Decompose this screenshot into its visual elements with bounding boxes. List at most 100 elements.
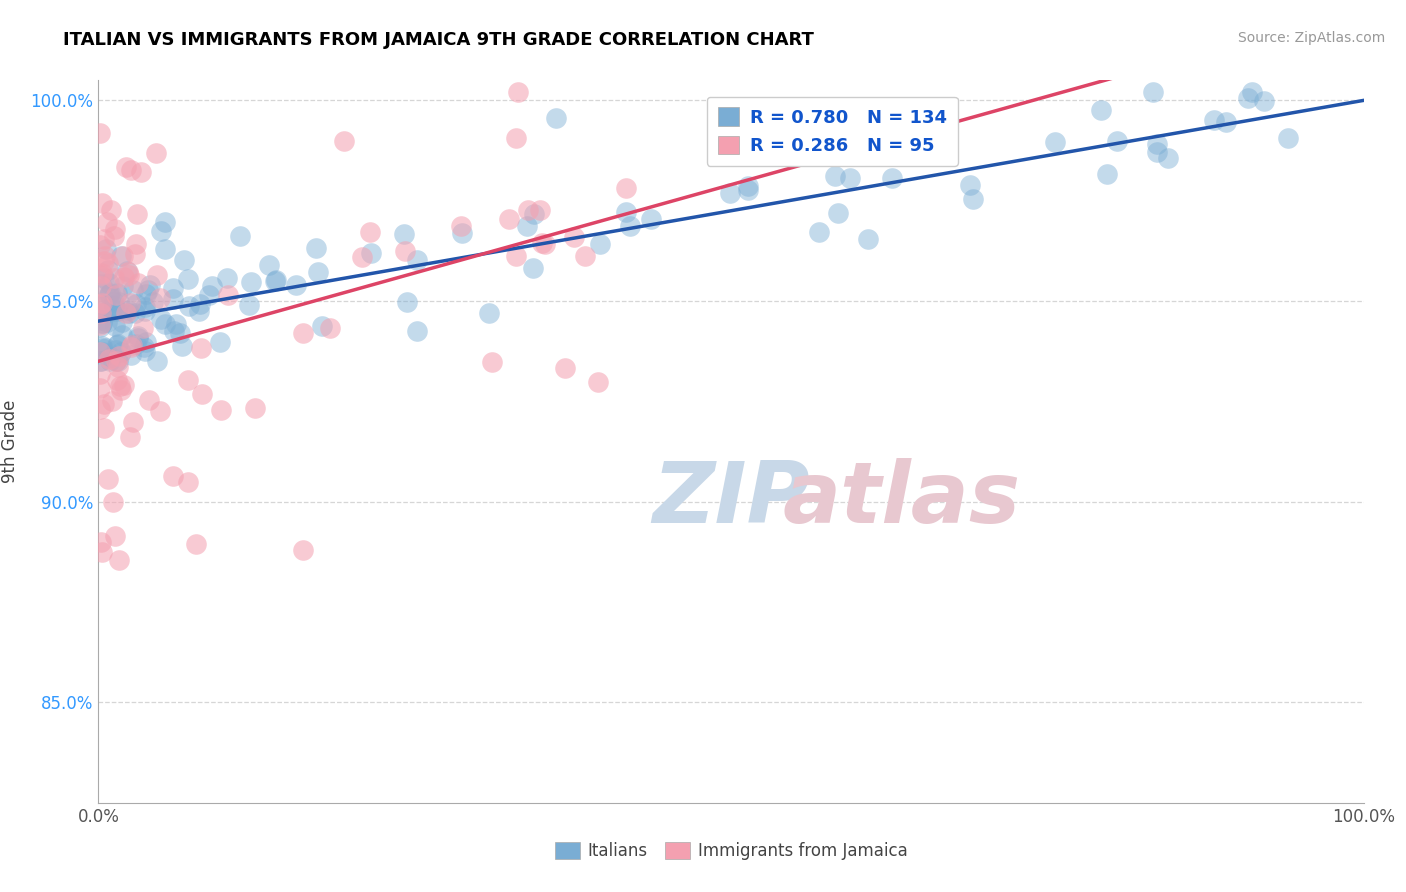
Point xyxy=(90,354,112,368)
Point xyxy=(209,403,232,417)
Point xyxy=(725,134,748,148)
Point xyxy=(839,171,862,186)
Point xyxy=(118,430,141,444)
Point xyxy=(91,341,114,355)
Point xyxy=(959,178,981,192)
Point xyxy=(97,288,120,302)
Point xyxy=(89,126,111,140)
Point xyxy=(89,238,111,252)
Point xyxy=(89,320,111,334)
Point xyxy=(640,211,662,226)
Point xyxy=(291,543,314,558)
Point xyxy=(114,160,136,174)
Point xyxy=(94,243,117,257)
Point xyxy=(89,345,111,359)
Point xyxy=(91,266,114,280)
Point xyxy=(120,162,142,177)
Point xyxy=(134,344,156,359)
Point xyxy=(516,219,538,233)
Point xyxy=(1142,86,1164,100)
Point xyxy=(173,252,195,267)
Y-axis label: 9th Grade: 9th Grade xyxy=(1,400,20,483)
Point xyxy=(103,229,125,244)
Point xyxy=(1107,135,1129,149)
Point xyxy=(97,305,120,319)
Point xyxy=(505,131,527,145)
Point xyxy=(190,342,212,356)
Point xyxy=(138,392,160,407)
Point xyxy=(97,276,120,290)
Point xyxy=(105,373,128,387)
Point xyxy=(134,304,156,318)
Point xyxy=(505,248,527,262)
Point xyxy=(1090,103,1112,117)
Point xyxy=(307,265,329,279)
Point xyxy=(522,261,544,276)
Point xyxy=(139,277,162,292)
Point xyxy=(359,225,381,239)
Point xyxy=(614,205,637,219)
Point xyxy=(162,281,184,295)
Point xyxy=(186,536,208,550)
Legend: Italians, Immigrants from Jamaica: Italians, Immigrants from Jamaica xyxy=(548,835,914,867)
Point xyxy=(103,495,125,509)
Point xyxy=(304,242,326,256)
Point xyxy=(619,219,641,234)
Point xyxy=(93,232,115,246)
Point xyxy=(406,324,429,338)
Point xyxy=(93,421,115,435)
Point xyxy=(89,318,111,332)
Point xyxy=(125,236,148,251)
Point xyxy=(450,227,472,241)
Point xyxy=(238,298,260,312)
Point xyxy=(124,246,146,260)
Point xyxy=(614,181,637,195)
Point xyxy=(118,268,141,283)
Point xyxy=(239,275,262,289)
Point xyxy=(149,224,172,238)
Point xyxy=(554,361,576,376)
Point xyxy=(121,415,143,429)
Point xyxy=(134,301,156,315)
Point xyxy=(737,183,759,197)
Point xyxy=(169,326,191,340)
Point xyxy=(129,165,152,179)
Point xyxy=(110,328,132,343)
Point xyxy=(107,337,129,351)
Point xyxy=(100,350,122,364)
Point xyxy=(107,295,129,310)
Point xyxy=(94,342,117,356)
Point xyxy=(125,207,148,221)
Point xyxy=(105,285,128,300)
Point xyxy=(534,236,557,251)
Point xyxy=(90,306,112,320)
Point xyxy=(89,401,111,416)
Point xyxy=(824,169,846,183)
Point xyxy=(198,288,221,302)
Point xyxy=(574,249,596,263)
Point xyxy=(1241,86,1264,100)
Point xyxy=(962,192,984,206)
Point xyxy=(98,354,121,368)
Point xyxy=(135,335,157,350)
Point xyxy=(136,283,159,297)
Point xyxy=(89,381,111,395)
Point xyxy=(1253,94,1275,108)
Point xyxy=(127,331,149,345)
Point xyxy=(562,230,585,244)
Point xyxy=(120,349,142,363)
Point xyxy=(94,249,117,263)
Point xyxy=(311,319,333,334)
Point xyxy=(89,313,111,327)
Point xyxy=(481,354,503,368)
Point xyxy=(110,344,132,359)
Point xyxy=(103,222,125,236)
Point xyxy=(264,274,287,288)
Point xyxy=(96,215,118,229)
Point xyxy=(264,273,287,287)
Point xyxy=(108,378,131,392)
Point xyxy=(243,401,266,415)
Point xyxy=(90,298,112,312)
Point xyxy=(93,254,115,268)
Point xyxy=(165,317,187,331)
